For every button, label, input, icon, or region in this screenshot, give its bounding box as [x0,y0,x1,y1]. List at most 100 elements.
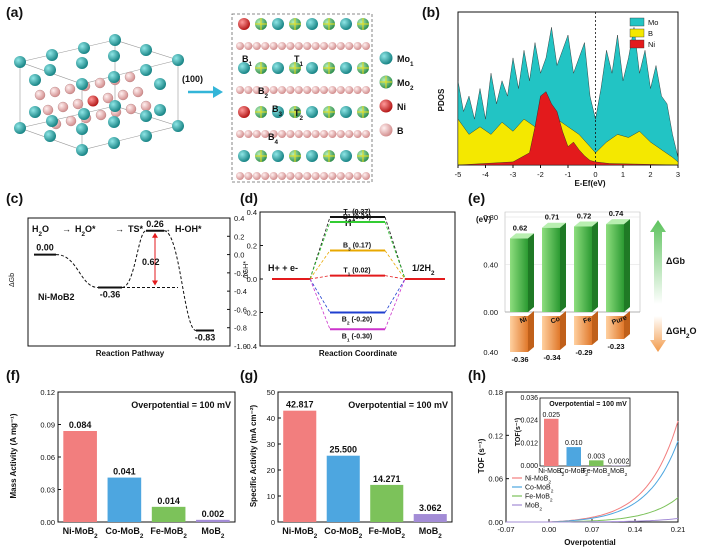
molybdenum-atom [109,34,121,46]
c-xlabel: Reaction Pathway [96,349,165,358]
legend-label: Mo2 [397,78,414,92]
boron-atom [269,172,278,180]
slab-box [231,13,373,183]
y-tick-label: 0.4 [247,208,257,217]
bottom-series-label: ΔGH2O [666,326,697,340]
boron-atom [94,77,106,89]
top-bar [574,226,592,312]
boron-atom [336,42,345,50]
boron-atom [261,172,270,180]
f-bar [107,477,142,522]
pdos-series-mo [457,27,679,166]
molybdenum-atom [140,44,152,56]
pdos-chart: -5 -4 -3 -2 -1 0 1 2 3 Mo B Ni [455,11,680,179]
x-tick-label: 1 [621,170,625,179]
boron-atom [336,86,345,94]
boron-atom [362,130,370,138]
adsorption-connector [309,221,406,280]
boron-atom [278,130,286,138]
legend-label: Ni-MoB2 [525,476,551,486]
boron-atom [278,42,286,50]
adsorption-label: B1 (-0.30) [342,333,372,343]
molybdenum-atom [14,56,26,68]
boron-atom [303,172,312,180]
bottom-bar-side [560,311,566,350]
mo2-cross-icon [323,150,335,162]
mo2-cross-icon [289,106,301,118]
f-ylabel: Mass Activity (A mg⁻¹) [9,413,18,498]
y-tick-label: 30 [267,440,275,449]
panel-f-label: (f) [6,367,20,383]
panel-b-label: (b) [422,4,440,20]
top-bar-side [528,233,534,312]
legend-label: B [397,126,404,136]
mo2-cross-icon [255,18,267,30]
molybdenum-1-atom [272,18,284,30]
y-tick-label: -0.6 [234,305,247,314]
boron-atom [294,172,303,180]
boron-atom [244,86,253,94]
boron-atom [362,86,370,94]
nickel-atom [238,18,250,30]
molybdenum-atom [78,42,90,54]
boron-atom [64,83,76,95]
molybdenum-1-atom [272,106,284,118]
top-bar-cap [542,222,566,228]
category-label: Ni [519,316,528,325]
x-tick-label: -1 [565,170,572,179]
top-bar [542,227,560,312]
d-ylabel: ΔGH* [243,261,250,279]
panel-d: (d) 0.40.20.0-0.2-0.4H+ + e-1/2H2H*T2 (0… [240,190,456,358]
boron-atom [311,172,320,180]
bottom-value-label: -0.23 [607,342,624,351]
energy-profile-chart: 0.4 0.2 0.0 -0.2 -0.4 -0.6 -0.8 -1.0 H2O → H2O* → TS… [27,214,247,351]
nickel-atom [87,95,99,107]
g-category-label: MoB2 [419,526,443,540]
boron-atom [353,42,362,50]
right-state-label: 1/2H2 [412,263,435,277]
top-value-label: 0.74 [609,209,624,218]
boron-atom [269,130,278,138]
molybdenum-atom [108,116,120,128]
boron-atom [294,42,303,50]
y-tick-label: 0.4 [234,214,244,223]
legend-label: Fe-MoB2 [525,494,553,504]
f-value-label: 0.014 [157,496,180,506]
f-bar [63,431,97,522]
inset-value-label: 0.003 [587,453,605,460]
boron-atom [345,130,354,138]
molybdenum-1-atom [306,106,318,118]
boron-atom [57,101,69,113]
boron-atom [345,172,354,180]
atom-legend: Mo1 Mo2 Ni B [379,51,414,137]
boron-atom [236,86,244,94]
boron-atom [102,92,114,104]
boron-atom [117,89,129,101]
molybdenum-1-atom [272,62,284,74]
boron-atom [320,172,328,180]
boron-atom [124,71,136,83]
molybdenum-atom [140,130,152,142]
inset-bar [566,447,581,466]
adsorption-label: B3 (0.17) [343,243,371,253]
legend-swatch [629,17,645,27]
panel-d-label: (d) [240,190,258,206]
site-label: B4 [268,132,279,146]
mo2-cross-icon [255,62,267,74]
y-tick-label: 0.12 [40,388,55,397]
mo2-cross-icon [357,62,369,74]
g-bar [283,410,317,522]
pdos-xlabel: E-Ef(eV) [574,179,605,188]
top-bar [606,224,624,312]
legend-swatch [629,28,645,38]
boron-atom [236,130,244,138]
y-tick-label: 0.0 [247,275,257,284]
molybdenum-1-atom [340,62,352,74]
site-label: B2 [258,86,269,100]
boron-atom [261,42,270,50]
inset-bar [589,460,604,466]
mo2-cross-icon [289,18,301,30]
y-tick-label: 0.18 [488,388,503,397]
pathway-curve [121,230,147,288]
step-label: H2O* [75,224,96,238]
